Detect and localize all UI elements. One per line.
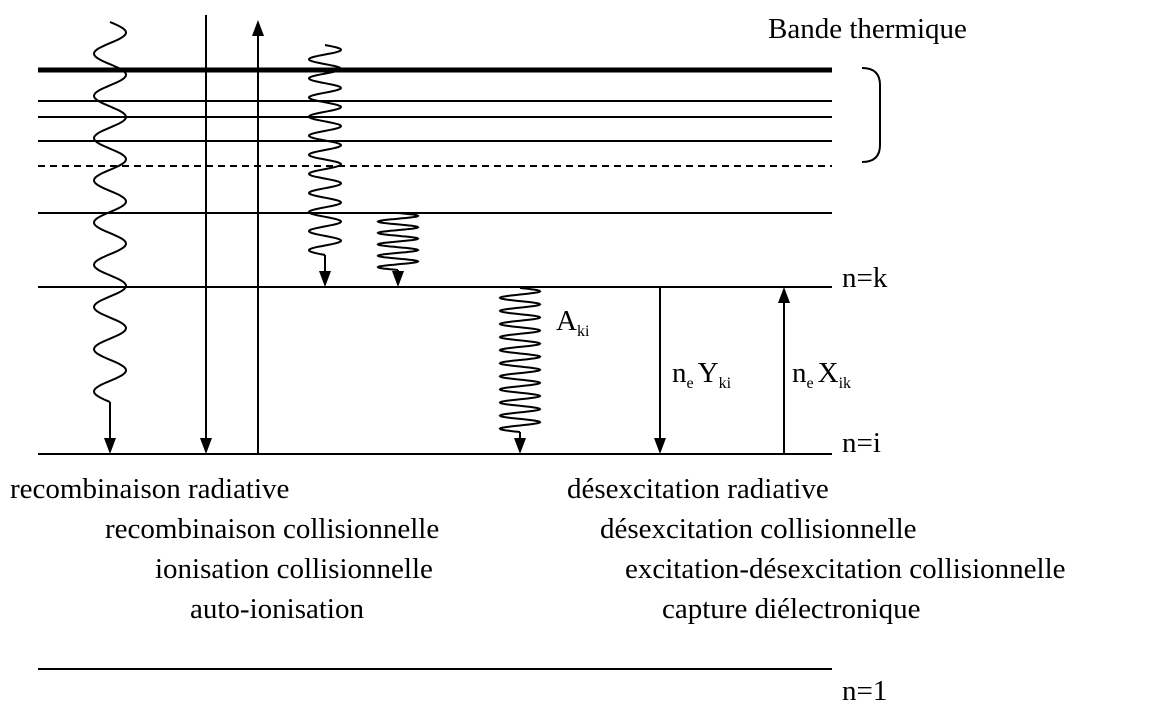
arrow-head: [654, 438, 666, 454]
rate-n: n: [672, 357, 687, 389]
process-label: désexcitation radiative: [567, 473, 829, 505]
process-label: recombinaison radiative: [10, 473, 289, 505]
rate-label: ne Yki: [672, 357, 732, 392]
arrow-head: [200, 438, 212, 454]
arrow-head: [104, 438, 116, 454]
level-label: n=k: [842, 262, 888, 294]
rate-sub: ik: [839, 375, 851, 392]
transitions: [92, 15, 790, 454]
rate-label: Aki: [556, 305, 590, 340]
rate-symbol: A: [556, 305, 577, 337]
rate-sub: e: [687, 375, 694, 392]
process-label: désexcitation collisionnelle: [600, 513, 917, 545]
bracket: [861, 67, 881, 163]
arrow-head: [392, 271, 404, 287]
wavy-transition: [498, 287, 542, 433]
process-label: recombinaison collisionnelle: [105, 513, 439, 545]
wavy-transition: [92, 21, 128, 403]
level-label: n=1: [842, 675, 887, 707]
arrow-head: [319, 271, 331, 287]
process-label: ionisation collisionnelle: [155, 553, 433, 585]
rate-symbol: X: [818, 357, 839, 389]
process-label: capture diélectronique: [662, 593, 920, 625]
rate-label: ne Xik: [792, 357, 851, 392]
rate-n: n: [792, 357, 807, 389]
rate-sub: ki: [577, 323, 590, 340]
wavy-transition: [307, 44, 343, 256]
wavy-transition: [376, 212, 420, 271]
level-label: n=i: [842, 427, 881, 459]
arrow-head: [778, 287, 790, 303]
process-label: auto-ionisation: [190, 593, 364, 625]
process-label: excitation-désexcitation collisionnelle: [625, 553, 1066, 585]
rate-sub: e: [807, 375, 814, 392]
arrow-head: [252, 20, 264, 36]
arrow-head: [514, 438, 526, 454]
rate-symbol: Y: [698, 357, 719, 389]
rate-sub: ki: [719, 375, 732, 392]
band-label: Bande thermique: [768, 13, 967, 45]
